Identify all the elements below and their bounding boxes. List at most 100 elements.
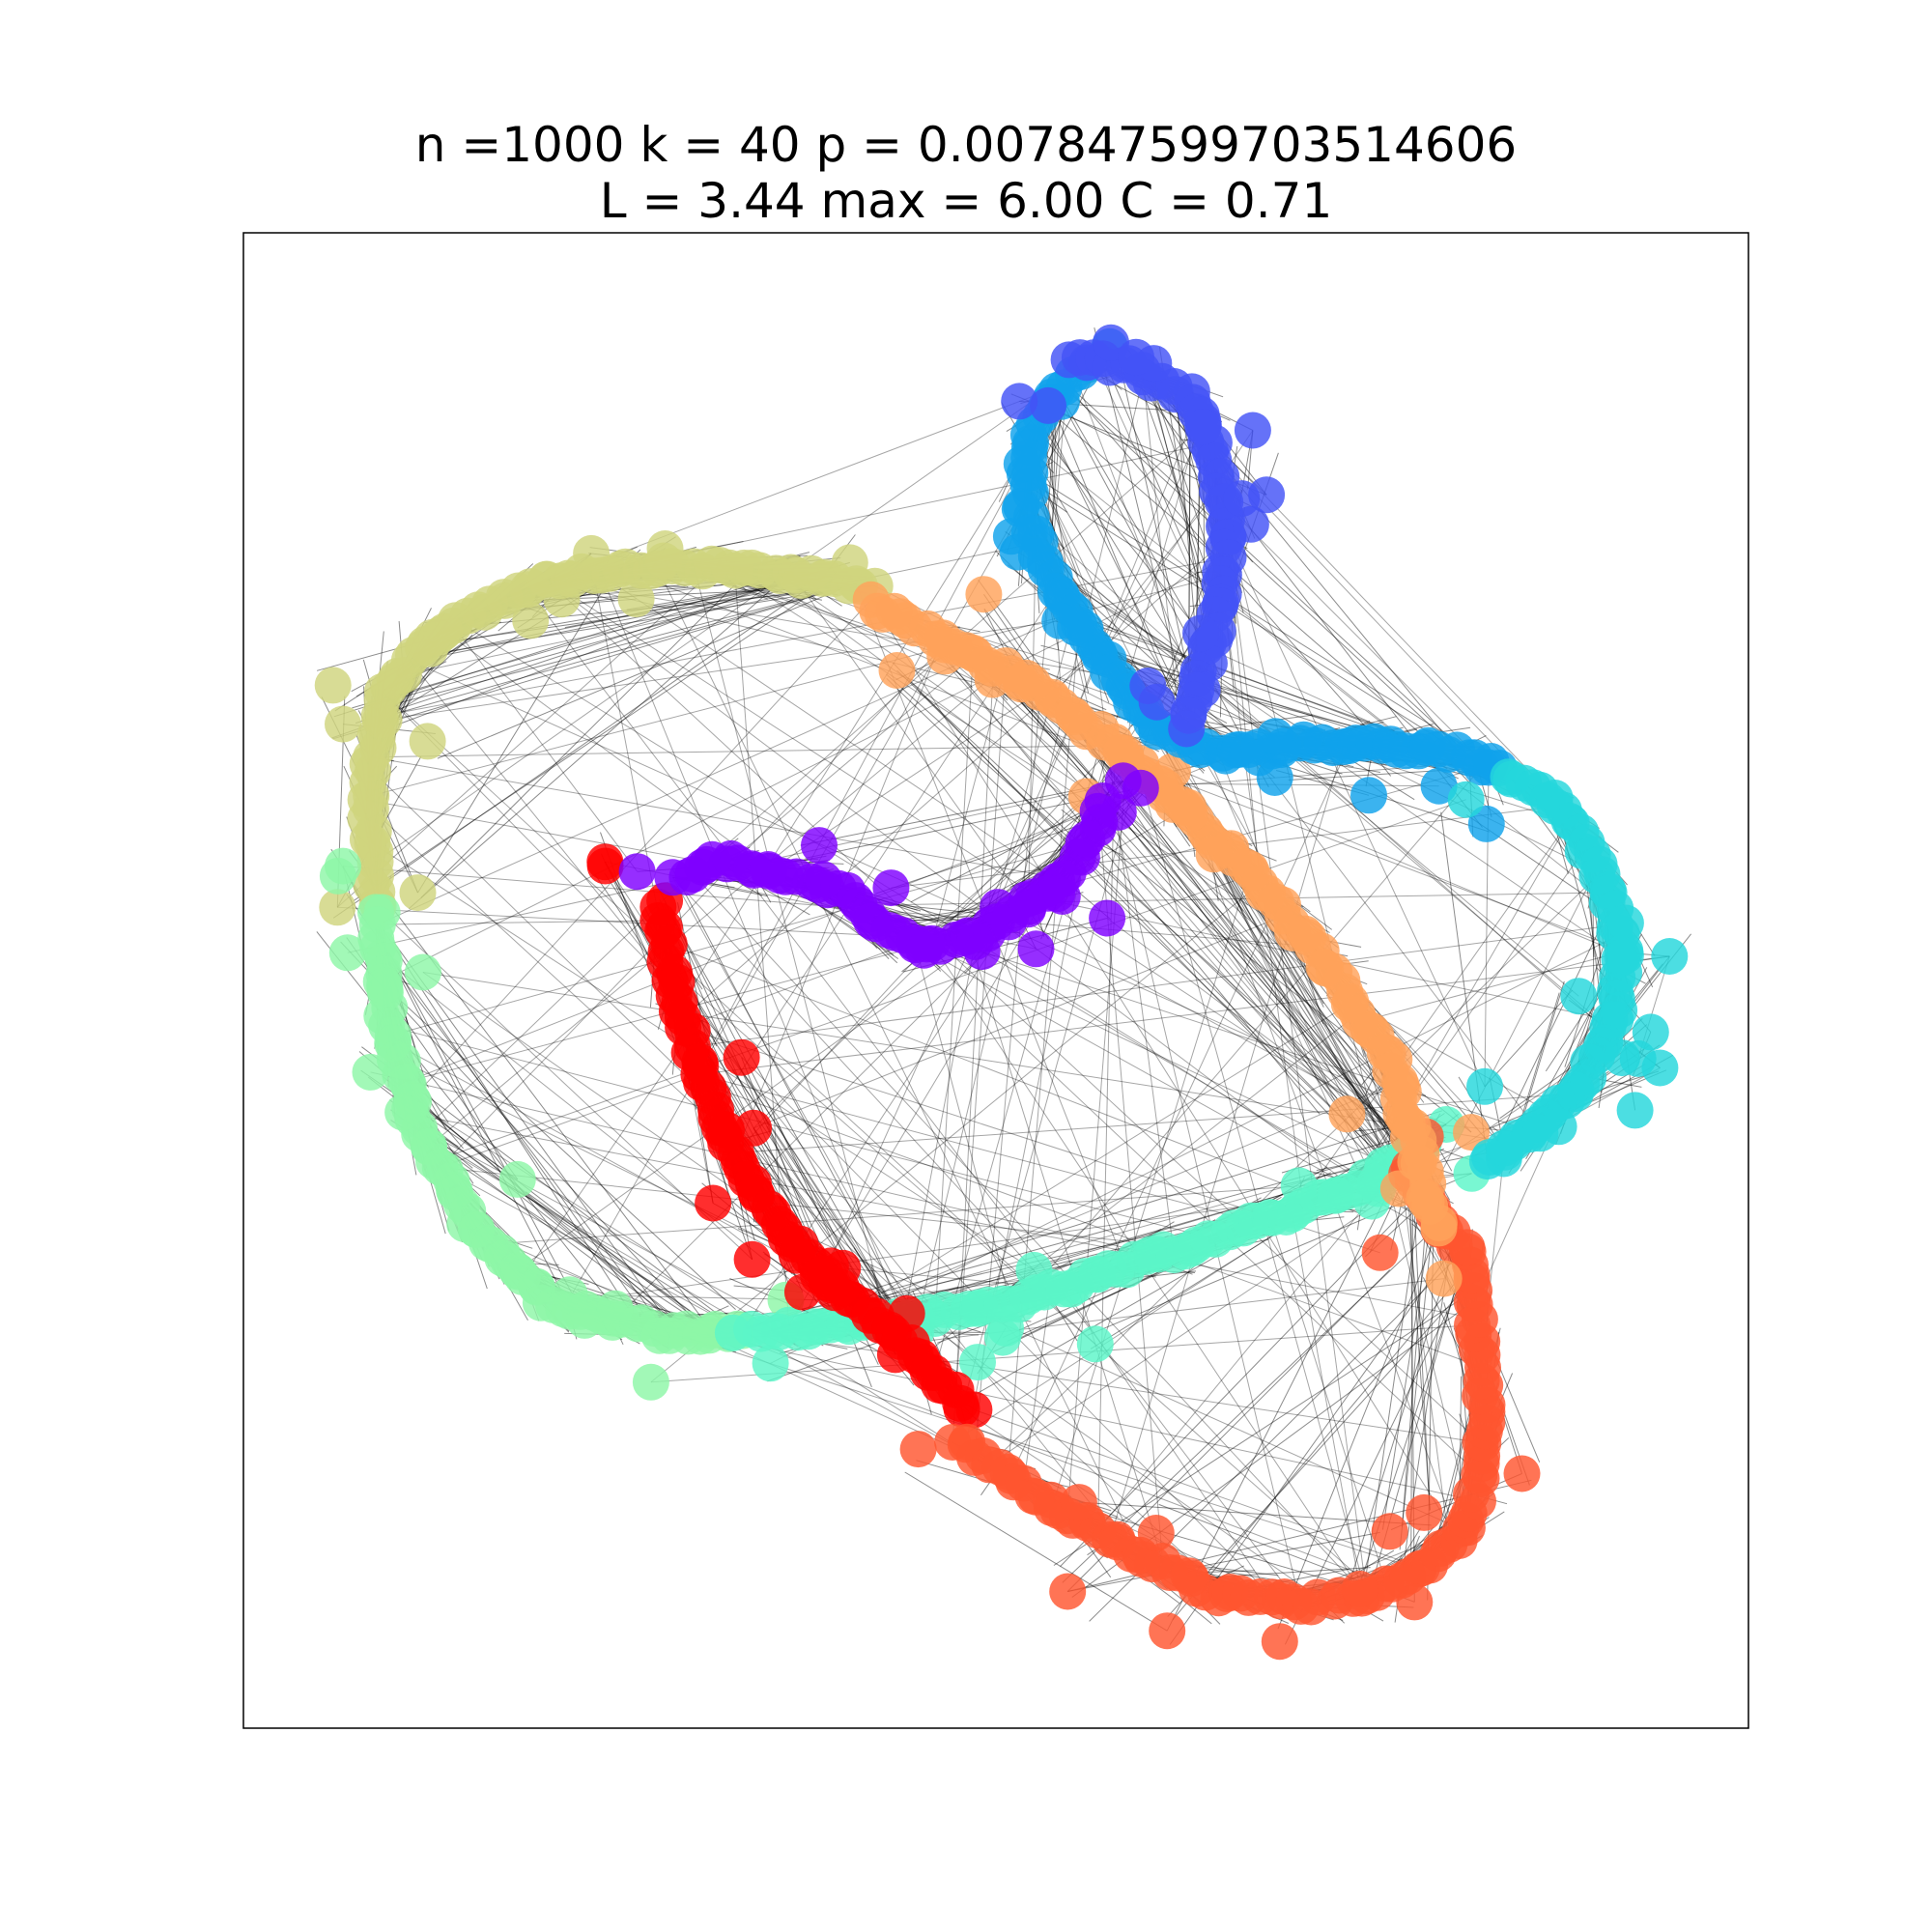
edge — [527, 588, 1302, 1607]
edge — [1109, 746, 1344, 1540]
edge — [386, 1025, 1216, 1240]
edge — [428, 665, 1007, 1148]
edge — [409, 659, 1447, 1125]
edge — [333, 572, 791, 718]
edge — [1359, 950, 1626, 1023]
edge — [382, 1075, 712, 1331]
edge — [316, 931, 616, 1310]
node-cyan — [1486, 1129, 1523, 1167]
edge — [370, 1071, 1152, 1255]
edge — [1345, 850, 1584, 1193]
node-red-orange — [1341, 1570, 1378, 1607]
node-cyan — [1606, 936, 1644, 974]
edge — [1018, 766, 1483, 1305]
edge — [1060, 419, 1439, 750]
edge — [664, 902, 924, 1363]
node-orange — [974, 661, 1011, 698]
node-light-green — [498, 1160, 536, 1198]
edge — [700, 1082, 1484, 1369]
edge — [1067, 1531, 1380, 1592]
edge — [1062, 385, 1458, 751]
node-orange — [1394, 1108, 1432, 1146]
edge — [1067, 384, 1483, 768]
edge — [422, 585, 861, 656]
node-khaki — [325, 705, 361, 743]
edge — [1039, 541, 1579, 997]
node-orange — [1425, 1260, 1463, 1297]
node-red-orange — [1060, 1484, 1097, 1521]
node-blue — [1001, 383, 1038, 420]
node-blue — [1223, 480, 1261, 518]
edge — [830, 1003, 1350, 1325]
edge — [664, 900, 828, 1260]
node-red — [815, 1274, 853, 1312]
node-orange — [926, 638, 964, 675]
node-cyan — [1560, 978, 1598, 1015]
edge — [375, 361, 1088, 863]
edge — [332, 578, 823, 919]
edge — [1028, 533, 1037, 907]
edge — [719, 564, 1313, 948]
node-cyan — [1466, 1067, 1503, 1105]
edge — [433, 799, 1466, 1162]
edge — [382, 691, 1273, 1598]
edge — [1062, 398, 1207, 648]
node-light-green — [632, 1363, 669, 1401]
edge — [991, 685, 1427, 1173]
edge — [397, 1082, 689, 1337]
edge — [797, 424, 1205, 1333]
node-azure — [1420, 767, 1458, 805]
edge — [353, 578, 835, 902]
edge — [1019, 508, 1639, 1060]
edge — [1069, 789, 1427, 1203]
node-azure — [1041, 602, 1079, 639]
edge — [1172, 1264, 1471, 1621]
node-orange — [1379, 1170, 1417, 1208]
node-aquamarine — [959, 1344, 996, 1381]
node-aquamarine — [752, 1345, 789, 1382]
edge — [896, 669, 1401, 1147]
edge — [1094, 327, 1189, 716]
edge — [892, 662, 1439, 1229]
node-aquamarine — [1015, 1251, 1053, 1289]
edge — [1106, 918, 1422, 1154]
edge — [1102, 357, 1216, 615]
edge — [382, 691, 1096, 1345]
node-red-orange — [1261, 1623, 1298, 1661]
node-azure — [1257, 718, 1294, 755]
node-azure — [1350, 777, 1387, 814]
edge — [886, 673, 1422, 1154]
node-aquamarine — [1280, 1167, 1318, 1205]
edge — [398, 1116, 738, 1330]
edge — [955, 679, 994, 1390]
edge — [1269, 1216, 1387, 1584]
node-azure — [1003, 445, 1040, 483]
node-khaki — [573, 534, 611, 572]
edge — [371, 756, 1064, 880]
node-khaki — [365, 701, 403, 738]
edge — [735, 642, 1209, 1153]
edge — [1412, 1180, 1431, 1511]
edge — [930, 665, 1007, 944]
edge — [1098, 822, 1163, 1562]
edge — [1051, 491, 1218, 698]
edge — [1223, 593, 1419, 752]
edge — [1097, 810, 1429, 1200]
edge — [1093, 357, 1219, 632]
edge — [384, 985, 736, 1310]
edge — [999, 676, 1420, 1164]
node-violet — [801, 827, 838, 865]
edge — [1159, 782, 1439, 787]
edge — [1426, 864, 1600, 1203]
edge — [981, 951, 1532, 1132]
node-cyan — [1606, 904, 1644, 942]
edge — [420, 567, 753, 898]
edge — [374, 578, 823, 706]
edge — [693, 873, 1361, 1590]
edge — [1029, 532, 1608, 1029]
node-orange — [965, 576, 1003, 613]
edge — [870, 599, 1461, 1542]
edge — [1144, 357, 1215, 640]
edge — [490, 1243, 1387, 1584]
node-light-green — [352, 1053, 389, 1091]
